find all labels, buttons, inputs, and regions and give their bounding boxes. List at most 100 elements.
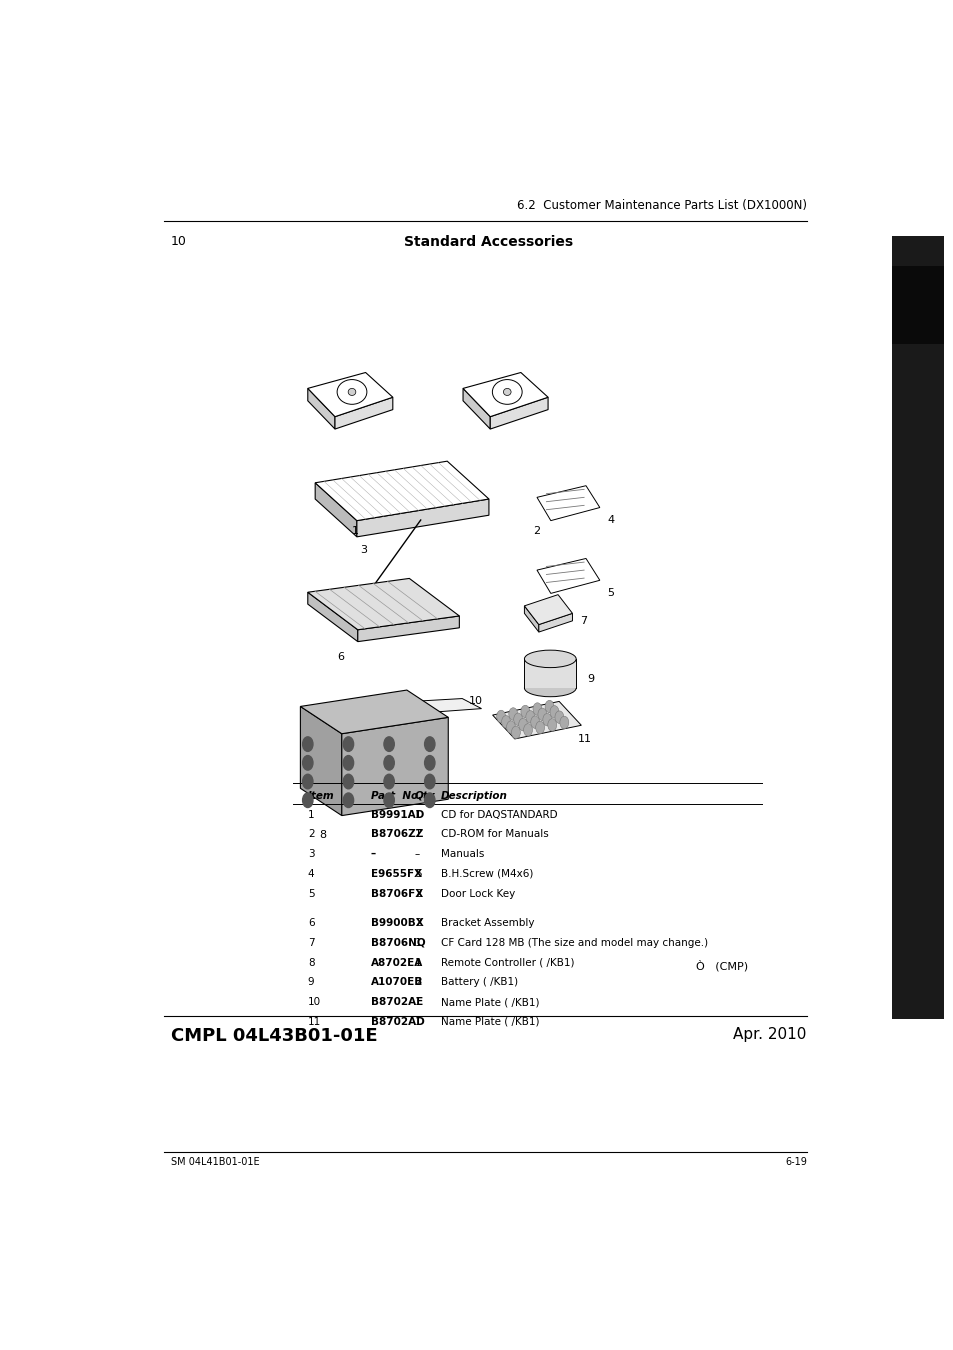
Text: Battery ( /KB1): Battery ( /KB1) (440, 977, 517, 987)
Text: Qty: Qty (415, 791, 436, 801)
Circle shape (302, 775, 313, 788)
Polygon shape (462, 373, 547, 417)
Polygon shape (308, 593, 357, 641)
Text: 9: 9 (308, 977, 314, 987)
Polygon shape (524, 594, 572, 625)
Text: 10: 10 (171, 235, 187, 248)
Text: 1: 1 (415, 998, 421, 1007)
Polygon shape (341, 717, 448, 815)
Bar (524, 659, 576, 688)
Polygon shape (314, 483, 356, 537)
Text: CMPL 04L43B01-01E: CMPL 04L43B01-01E (171, 1027, 377, 1045)
Text: B9900BX: B9900BX (370, 918, 423, 929)
Text: 7: 7 (308, 938, 314, 948)
Circle shape (506, 721, 515, 733)
Polygon shape (538, 613, 572, 632)
Polygon shape (462, 389, 490, 429)
Polygon shape (308, 389, 335, 429)
Text: 1: 1 (415, 829, 421, 840)
Text: Description: Description (440, 791, 507, 801)
Text: 6-19: 6-19 (784, 1157, 806, 1166)
Text: B9991AD: B9991AD (370, 810, 423, 819)
Circle shape (547, 718, 556, 732)
Text: 5: 5 (415, 869, 421, 879)
Circle shape (424, 756, 435, 770)
Text: CD for DAQSTANDARD: CD for DAQSTANDARD (440, 810, 557, 819)
Circle shape (383, 756, 394, 770)
Text: 8: 8 (318, 830, 326, 840)
Text: 6: 6 (308, 918, 314, 929)
Circle shape (525, 710, 534, 724)
Polygon shape (300, 706, 341, 815)
Text: 4: 4 (606, 516, 614, 525)
Circle shape (302, 792, 313, 807)
Text: B8706FX: B8706FX (370, 888, 422, 899)
Text: 2: 2 (533, 525, 539, 536)
Text: 2: 2 (415, 977, 421, 987)
Polygon shape (300, 690, 448, 734)
Text: B.H.Screw (M4x6): B.H.Screw (M4x6) (440, 869, 533, 879)
Polygon shape (314, 462, 488, 521)
Circle shape (302, 737, 313, 752)
Text: 6: 6 (822, 385, 838, 405)
Text: B8706NQ: B8706NQ (370, 938, 425, 948)
Text: 11: 11 (578, 734, 592, 744)
Text: E9655FX: E9655FX (370, 869, 421, 879)
Polygon shape (537, 559, 599, 594)
Text: 3: 3 (360, 545, 367, 555)
Circle shape (424, 792, 435, 807)
Text: Customer Maintenance Parts List: Customer Maintenance Parts List (825, 595, 836, 768)
Text: CD-ROM for Manuals: CD-ROM for Manuals (440, 829, 548, 840)
Circle shape (530, 716, 539, 729)
Circle shape (511, 726, 519, 738)
Circle shape (550, 706, 558, 718)
Circle shape (343, 775, 354, 788)
Text: 5: 5 (308, 888, 314, 899)
Text: 6.2  Customer Maintenance Parts List (DX1000N): 6.2 Customer Maintenance Parts List (DX1… (517, 198, 806, 212)
Text: 1: 1 (308, 810, 314, 819)
Text: B8706ZZ: B8706ZZ (370, 829, 422, 840)
Text: Door Lock Key: Door Lock Key (440, 888, 515, 899)
Text: Manuals: Manuals (440, 849, 484, 859)
Text: SM 04L41B01-01E: SM 04L41B01-01E (171, 1157, 259, 1166)
Text: A8702EA: A8702EA (370, 957, 422, 968)
Circle shape (559, 717, 568, 729)
Circle shape (302, 756, 313, 770)
Text: 1: 1 (415, 957, 421, 968)
Text: 1: 1 (415, 810, 421, 819)
Text: 1: 1 (415, 1017, 421, 1027)
Circle shape (383, 775, 394, 788)
Circle shape (424, 737, 435, 752)
Polygon shape (356, 500, 488, 537)
Polygon shape (308, 373, 393, 417)
Text: 1: 1 (415, 938, 421, 948)
Polygon shape (357, 616, 459, 641)
Text: 8: 8 (308, 957, 314, 968)
Circle shape (343, 737, 354, 752)
Ellipse shape (336, 379, 367, 404)
Circle shape (542, 713, 551, 726)
Ellipse shape (503, 389, 511, 396)
Text: Apr. 2010: Apr. 2010 (733, 1027, 806, 1042)
Circle shape (508, 707, 517, 720)
Circle shape (537, 709, 546, 721)
Circle shape (520, 705, 529, 718)
Circle shape (497, 710, 505, 722)
Circle shape (383, 792, 394, 807)
Text: Remote Controller ( /KB1): Remote Controller ( /KB1) (440, 957, 574, 968)
Circle shape (424, 775, 435, 788)
Ellipse shape (492, 379, 521, 404)
Text: 6: 6 (337, 652, 344, 662)
Text: 10: 10 (308, 998, 320, 1007)
Text: 2: 2 (415, 918, 421, 929)
Text: Part  No.: Part No. (370, 791, 421, 801)
Text: A1070EB: A1070EB (370, 977, 422, 987)
Text: Name Plate ( /KB1): Name Plate ( /KB1) (440, 998, 538, 1007)
Text: Item: Item (308, 791, 335, 801)
Polygon shape (490, 397, 547, 429)
Text: 10: 10 (468, 697, 482, 706)
Text: 2: 2 (308, 829, 314, 840)
Polygon shape (492, 702, 580, 738)
Polygon shape (308, 578, 459, 629)
Polygon shape (335, 397, 393, 429)
